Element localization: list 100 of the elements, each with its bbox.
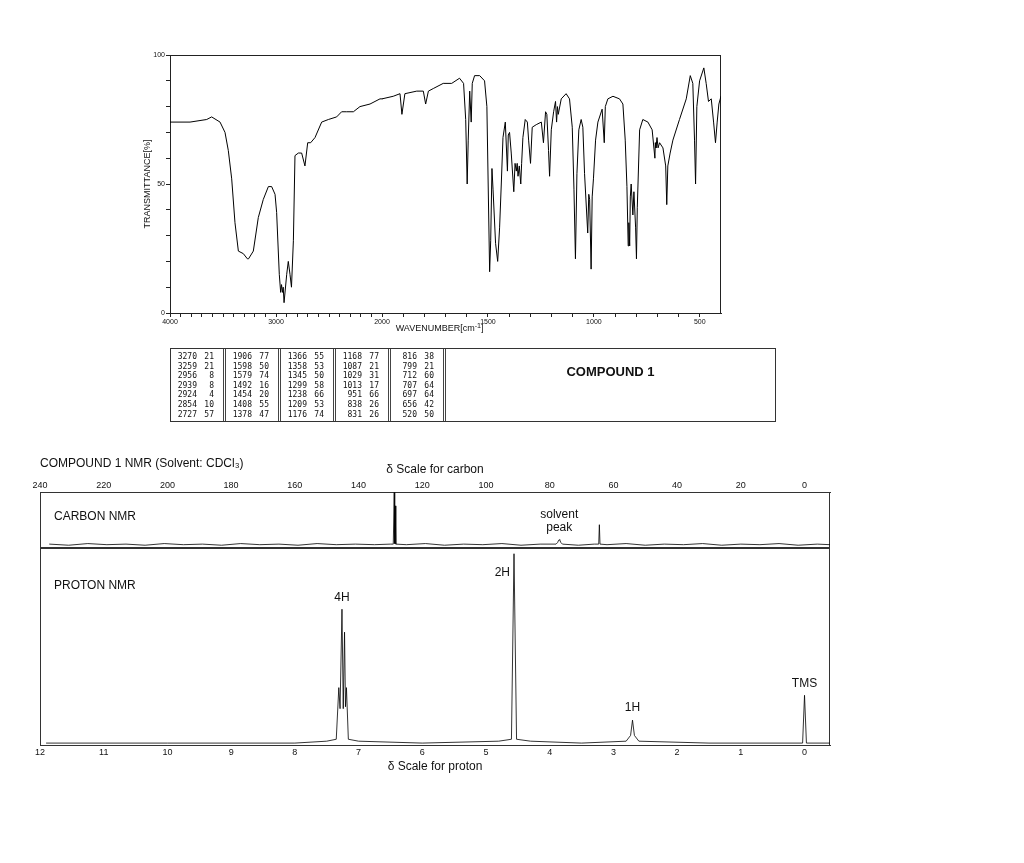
data-label: 20 <box>258 390 269 400</box>
x-tick-label: 9 <box>228 747 234 758</box>
data-label: 50 <box>258 361 269 371</box>
category-label: 1492 <box>231 380 252 390</box>
x-tick-label: 8 <box>292 747 298 758</box>
data-label: 74 <box>258 371 269 381</box>
category-label: 1013 <box>341 380 362 390</box>
data-label: 10 <box>203 399 214 410</box>
x-tick-label: 180 <box>223 479 239 490</box>
data-label: 21 <box>203 352 214 362</box>
data-label: 26 <box>368 399 379 410</box>
x-tick-label: 60 <box>608 479 619 490</box>
annotation: solvent peak <box>540 507 579 534</box>
category-label: 1598 <box>231 361 252 371</box>
annotation: TMS <box>791 675 818 690</box>
x-tick-label: 0 <box>802 479 808 490</box>
x-tick-label: 12 <box>34 747 46 758</box>
x-tick-label: 1 <box>738 747 744 758</box>
data-label: 53 <box>313 399 324 410</box>
category-label: 1454 <box>231 390 252 400</box>
data-label: 55 <box>258 399 269 410</box>
x-tick-label: 2 <box>674 747 680 758</box>
x-tick-label: 5 <box>483 747 489 758</box>
data-label: 42 <box>423 399 434 410</box>
x-tick-label: 80 <box>544 479 555 490</box>
annotation: 2H <box>494 565 510 580</box>
data-label: 53 <box>313 361 324 371</box>
category-label: 1378 <box>231 409 252 420</box>
data-label: 60 <box>423 371 434 381</box>
category-label: 1366 <box>286 352 307 362</box>
x-tick-label: 40 <box>672 479 683 490</box>
data-label: 77 <box>368 352 379 362</box>
annotation: CARBON NMR <box>54 509 137 524</box>
category-label: 1176 <box>286 409 307 420</box>
category-label: 838 <box>346 399 362 410</box>
category-label: 2939 <box>176 380 197 390</box>
category-label: 799 <box>401 361 417 371</box>
x-tick-label: 120 <box>414 479 430 490</box>
data-label: 17 <box>368 380 379 390</box>
category-label: 831 <box>346 409 362 420</box>
data-label: 31 <box>368 371 379 381</box>
category-label: 3270 <box>176 352 197 362</box>
data-label: 21 <box>423 361 434 371</box>
data-label: 21 <box>368 361 379 371</box>
category-label: 1579 <box>231 371 252 381</box>
x-tick-label: 160 <box>287 479 303 490</box>
annotation: 4H <box>334 589 350 604</box>
category-label: 2956 <box>176 371 197 381</box>
x-axis-title: δ Scale for carbon <box>386 462 484 477</box>
x-tick-label: 140 <box>351 479 367 490</box>
category-label: 1238 <box>286 390 307 400</box>
data-label: 8 <box>208 380 214 390</box>
category-label: 1358 <box>286 361 307 371</box>
category-label: 1168 <box>341 352 362 362</box>
category-label: 2924 <box>176 390 197 400</box>
data-label: 64 <box>423 380 434 390</box>
category-label: 1408 <box>231 399 252 410</box>
data-label: 77 <box>258 352 269 362</box>
category-label: 520 <box>401 409 417 420</box>
category-label: 712 <box>401 371 417 381</box>
category-label: 1087 <box>341 361 362 371</box>
category-label: 707 <box>401 380 417 390</box>
chart-title: COMPOUND 1 NMR (Solvent: CDCl₃) <box>40 456 244 470</box>
x-tick-label: 4 <box>547 747 553 758</box>
category-label: 951 <box>346 390 362 400</box>
category-label: 1029 <box>341 371 362 381</box>
data-label: 66 <box>313 390 324 400</box>
x-tick-label: 100 <box>478 479 494 490</box>
annotation: PROTON NMR <box>54 578 137 593</box>
data-label: 66 <box>368 390 379 400</box>
category-label: 3259 <box>176 361 197 371</box>
category-label: 1209 <box>286 399 307 410</box>
category-label: 656 <box>401 399 417 410</box>
category-label: 1345 <box>286 371 307 381</box>
data-label: 8 <box>208 371 214 381</box>
data-label: 4 <box>208 390 214 400</box>
category-label: 816 <box>401 352 417 362</box>
x-tick-label: 7 <box>356 747 362 758</box>
x-tick-label: 11 <box>99 747 109 758</box>
category-label: 1906 <box>231 352 252 362</box>
x-tick-label: 0 <box>802 747 808 758</box>
data-label: 47 <box>258 409 269 420</box>
x-tick-label: 20 <box>735 479 746 490</box>
x-tick-label: 3 <box>610 747 616 758</box>
data-label: 57 <box>203 409 214 420</box>
data-label: 50 <box>313 371 324 381</box>
data-label: 38 <box>423 352 434 362</box>
data-label: 58 <box>313 380 324 390</box>
annotation: 1H <box>624 700 641 715</box>
text: COMPOUND 1 <box>565 363 656 381</box>
data-label: 50 <box>423 409 434 420</box>
category-label: 1299 <box>286 380 307 390</box>
category-label: 2854 <box>176 399 197 410</box>
data-label: 55 <box>313 352 324 362</box>
data-label: 21 <box>203 361 214 371</box>
x-tick-label: 240 <box>32 479 48 490</box>
data-label: 26 <box>368 409 379 420</box>
category-label: 697 <box>401 390 417 400</box>
y-axis-title: TRANSMITTANCE[%] <box>142 139 153 229</box>
x-tick-label: 6 <box>419 747 425 758</box>
